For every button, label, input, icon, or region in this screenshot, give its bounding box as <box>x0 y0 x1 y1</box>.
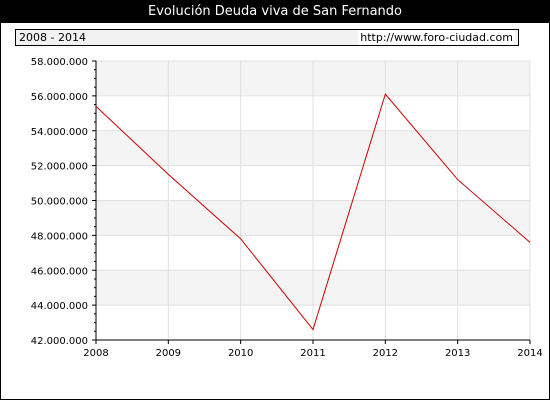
x-tick-label: 2010 <box>228 348 253 359</box>
x-tick-label: 2014 <box>517 348 542 359</box>
y-tick-label: 48.000.000 <box>31 231 88 242</box>
x-tick-label: 2008 <box>83 348 108 359</box>
x-tick-label: 2011 <box>300 348 325 359</box>
series-line <box>95 93 531 331</box>
y-tick-label: 52.000.000 <box>31 162 88 173</box>
y-tick-label: 58.000.000 <box>31 57 88 68</box>
y-tick-label: 56.000.000 <box>31 92 88 103</box>
y-tick-label: 50.000.000 <box>31 197 88 208</box>
chart-title: Evolución Deuda viva de San Fernando <box>1 1 549 23</box>
y-tick-label: 42.000.000 <box>31 336 88 347</box>
x-tick-label: 2009 <box>156 348 181 359</box>
info-bar: 2008 - 2014 http://www.foro-ciudad.com <box>15 29 519 46</box>
source-url-label: http://www.foro-ciudad.com <box>358 30 515 45</box>
x-tick-label: 2013 <box>445 348 470 359</box>
y-tick-label: 44.000.000 <box>31 301 88 312</box>
y-tick-label: 54.000.000 <box>31 127 88 138</box>
x-tick-label: 2012 <box>373 348 398 359</box>
year-range-label: 2008 - 2014 <box>19 31 86 44</box>
y-tick-label: 46.000.000 <box>31 266 88 277</box>
